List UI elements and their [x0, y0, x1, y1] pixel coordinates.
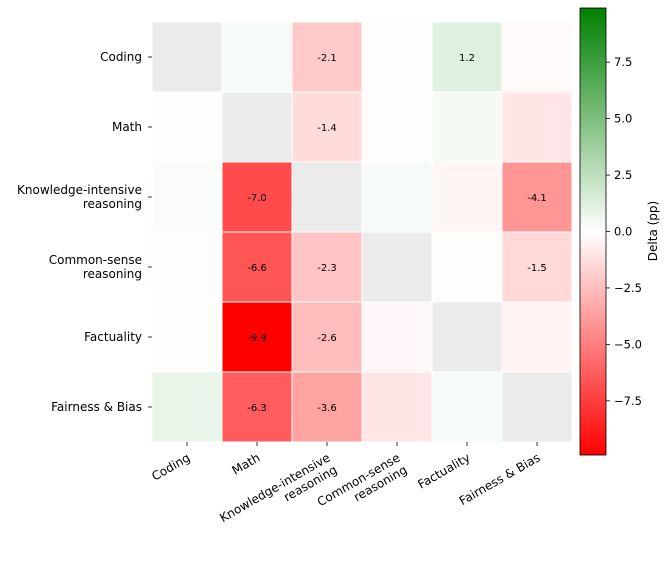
- cell-value-label: -4.1: [527, 193, 547, 204]
- heatmap-cell-fairness-bias-factuality: [431, 371, 503, 443]
- heatmap-cell-fairness-bias-common-sense-reasoning: [361, 371, 433, 443]
- x-axis: Coding MathKnowledge-intensivereasoningCo…: [149, 442, 543, 525]
- x-tick-label-coding: Coding: [149, 450, 192, 483]
- heatmap-cell-factuality-coding: [151, 301, 223, 373]
- cell-value-label: -1.5: [527, 263, 547, 274]
- y-axis: Coding Math Knowledge-intensive reasoning Co…: [17, 50, 152, 414]
- cell-value-label: -2.6: [317, 333, 337, 344]
- heatmap-cell-coding-factuality: [431, 21, 503, 93]
- heatmap-cell-common-sense-reasoning-math: [221, 231, 293, 303]
- heatmap-cell-knowledge-intensive-reasoning-math: [221, 161, 293, 233]
- heatmap-cell-common-sense-reasoning-factuality: [431, 231, 503, 303]
- heatmap-cell-coding-coding: [151, 21, 223, 93]
- y-tick-label-math: Math: [112, 120, 142, 134]
- cell-value-label: -1.4: [317, 123, 337, 134]
- heatmap-cell-math-factuality: [431, 91, 503, 163]
- heatmap-cell-coding-fairness-bias: [501, 21, 573, 93]
- heatmap-cell-factuality-common-sense-reasoning: [361, 301, 433, 373]
- heatmap-cell-math-fairness-bias: [501, 91, 573, 163]
- cell-value-label: -7.0: [247, 193, 267, 204]
- heatmap-cell-knowledge-intensive-reasoning-knowledge-intensive-reasoning: [291, 161, 363, 233]
- colorbar-tick-label: −5.0: [614, 337, 642, 351]
- colorbar: 7.5 5.0 2.5 0.0 −2.5 −5.0 −7.5 Delta (pp): [579, 7, 660, 456]
- y-tick-label-knowledge-intensive-reasoning: Knowledge-intensive reasoning: [17, 183, 142, 211]
- colorbar-gradient: [579, 7, 607, 456]
- y-tick-label-coding: Coding: [100, 50, 142, 64]
- cell-value-label: -6.3: [247, 403, 267, 414]
- heatmap-cell-coding-common-sense-reasoning: [361, 21, 433, 93]
- cell-value-label: -6.6: [247, 263, 267, 274]
- cell-value-label: -9.9: [247, 333, 267, 344]
- x-tick-label-factuality: Factuality: [415, 450, 472, 491]
- heatmap-cell-math-common-sense-reasoning: [361, 91, 433, 163]
- heatmap-cell-knowledge-intensive-reasoning-coding: [151, 161, 223, 233]
- colorbar-label: Delta (pp): [646, 201, 660, 261]
- cell-value-label: -3.6: [317, 403, 337, 414]
- y-tick-label-fairness-bias: Fairness & Bias: [51, 400, 142, 414]
- heatmap-cell-factuality-factuality: [431, 301, 503, 373]
- cell-value-label: -2.3: [317, 263, 337, 274]
- heatmap-cell-math-coding: [151, 91, 223, 163]
- cell-value-label: -2.1: [317, 53, 337, 64]
- heatmap-cell-factuality-knowledge-intensive-reasoning: [291, 301, 363, 373]
- colorbar-tick-label: 7.5: [614, 55, 632, 69]
- colorbar-tick-label: 5.0: [614, 112, 632, 126]
- y-tick-label-common-sense-reasoning: Common-sense reasoning: [49, 253, 142, 281]
- y-tick-label-factuality: Factuality: [84, 330, 142, 344]
- heatmap-cell-fairness-bias-knowledge-intensive-reasoning: [291, 371, 363, 443]
- heatmap-cell-coding-knowledge-intensive-reasoning: [291, 21, 363, 93]
- colorbar-ticks: 7.5 5.0 2.5 0.0 −2.5 −5.0 −7.5: [606, 55, 642, 408]
- heatmap-cell-fairness-bias-coding: [151, 371, 223, 443]
- heatmap-cell-factuality-fairness-bias: [501, 301, 573, 373]
- heatmap-cell-coding-math: [221, 21, 293, 93]
- heatmap-cell-common-sense-reasoning-common-sense-reasoning: [361, 231, 433, 303]
- heatmap-cell-math-math: [221, 91, 293, 163]
- heatmap-cell-knowledge-intensive-reasoning-common-sense-reasoning: [361, 161, 433, 233]
- colorbar-tick-label: 2.5: [614, 168, 632, 182]
- x-tick-label-math: Math: [229, 450, 262, 477]
- heatmap-cell-fairness-bias-fairness-bias: [501, 371, 573, 443]
- heatmap-cell-common-sense-reasoning-fairness-bias: [501, 231, 573, 303]
- colorbar-tick-label: 0.0: [614, 225, 632, 239]
- colorbar-tick-label: −7.5: [614, 394, 642, 408]
- cell-annotations: -2.1 1.2 -1.4 -7.0 -4.1 -6.6 -2.3 -1.5 -9.9 -2.6 -…: [247, 53, 547, 414]
- heatmap-cell-common-sense-reasoning-coding: [151, 231, 223, 303]
- colorbar-tick-label: −2.5: [614, 281, 642, 295]
- heatmap-cells: [151, 21, 573, 443]
- cell-value-label: 1.2: [459, 53, 475, 64]
- heatmap-cell-math-knowledge-intensive-reasoning: [291, 91, 363, 163]
- heatmap-cell-knowledge-intensive-reasoning-factuality: [431, 161, 503, 233]
